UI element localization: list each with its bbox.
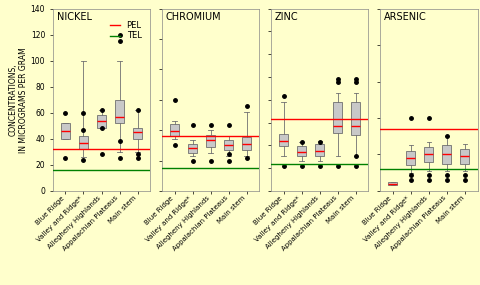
PathPatch shape (188, 144, 197, 153)
Y-axis label: CONCENTRATIONS,
IN MICROGRAMS PER GRAM: CONCENTRATIONS, IN MICROGRAMS PER GRAM (9, 47, 28, 153)
PathPatch shape (443, 145, 451, 164)
PathPatch shape (224, 140, 233, 150)
PathPatch shape (460, 149, 469, 164)
PathPatch shape (115, 100, 124, 123)
PathPatch shape (279, 134, 288, 146)
Text: CHROMIUM: CHROMIUM (166, 12, 221, 22)
PathPatch shape (79, 136, 88, 149)
Text: ZINC: ZINC (275, 12, 299, 22)
Legend: PEL, TEL: PEL, TEL (108, 18, 144, 43)
PathPatch shape (388, 182, 397, 186)
Text: ARSENIC: ARSENIC (384, 12, 427, 22)
PathPatch shape (351, 102, 360, 135)
PathPatch shape (97, 115, 106, 129)
PathPatch shape (61, 123, 70, 139)
PathPatch shape (206, 135, 215, 147)
PathPatch shape (333, 102, 342, 133)
PathPatch shape (407, 151, 415, 165)
PathPatch shape (424, 147, 433, 162)
PathPatch shape (170, 124, 179, 136)
PathPatch shape (242, 137, 251, 150)
PathPatch shape (133, 129, 142, 139)
Text: NICKEL: NICKEL (57, 12, 92, 22)
PathPatch shape (297, 146, 306, 156)
PathPatch shape (315, 144, 324, 156)
